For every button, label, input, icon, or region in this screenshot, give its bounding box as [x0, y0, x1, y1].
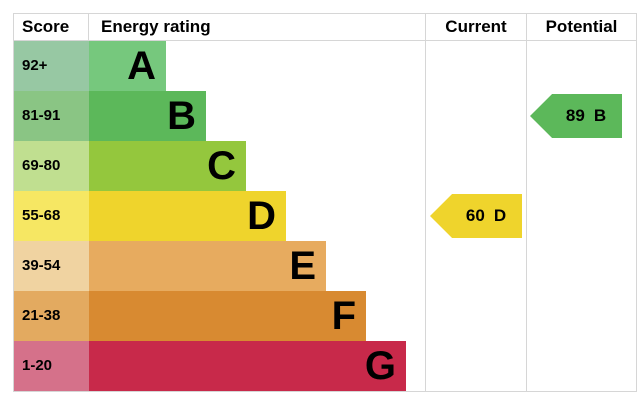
- bar-zone-f: F: [89, 291, 425, 341]
- potential-cell-c: [526, 141, 636, 191]
- band-row-a: 92+ A: [14, 41, 636, 91]
- potential-cell-d: [526, 191, 636, 241]
- current-cell-d: 60 D: [425, 191, 526, 241]
- band-row-e: 39-54 E: [14, 241, 636, 291]
- bar-zone-e: E: [89, 241, 425, 291]
- score-range-c: 69-80: [14, 141, 89, 191]
- header-potential: Potential: [526, 14, 636, 40]
- band-row-g: 1-20 G: [14, 341, 636, 391]
- score-range-g: 1-20: [14, 341, 89, 391]
- potential-rating-arrow: 89 B: [530, 94, 622, 138]
- bar-zone-a: A: [89, 41, 425, 91]
- potential-cell-f: [526, 291, 636, 341]
- header-score: Score: [14, 14, 89, 40]
- potential-cell-b: 89 B: [526, 91, 636, 141]
- band-bar-e: E: [89, 241, 326, 291]
- potential-cell-e: [526, 241, 636, 291]
- band-bar-c: C: [89, 141, 246, 191]
- band-bar-d: D: [89, 191, 286, 241]
- current-score-value: 60: [465, 206, 485, 225]
- score-range-f: 21-38: [14, 291, 89, 341]
- header-current: Current: [425, 14, 526, 40]
- current-cell-g: [425, 341, 526, 391]
- current-cell-b: [425, 91, 526, 141]
- epc-energy-rating-chart: Score Energy rating Current Potential 92…: [13, 13, 637, 392]
- chart-header-row: Score Energy rating Current Potential: [14, 14, 636, 41]
- band-bar-b: B: [89, 91, 206, 141]
- score-range-d: 55-68: [14, 191, 89, 241]
- potential-score-value: 89: [565, 106, 585, 125]
- band-bar-f: F: [89, 291, 366, 341]
- current-cell-f: [425, 291, 526, 341]
- current-cell-a: [425, 41, 526, 91]
- bar-zone-c: C: [89, 141, 425, 191]
- score-range-b: 81-91: [14, 91, 89, 141]
- potential-cell-a: [526, 41, 636, 91]
- band-row-d: 55-68 D 60 D: [14, 191, 636, 241]
- current-cell-c: [425, 141, 526, 191]
- band-bar-a: A: [89, 41, 166, 91]
- band-bar-g: G: [89, 341, 406, 391]
- current-rating-arrow: 60 D: [430, 194, 522, 238]
- band-row-f: 21-38 F: [14, 291, 636, 341]
- current-band-letter: D: [493, 206, 507, 225]
- bar-zone-g: G: [89, 341, 425, 391]
- band-row-b: 81-91 B 89 B: [14, 91, 636, 141]
- current-cell-e: [425, 241, 526, 291]
- score-range-e: 39-54: [14, 241, 89, 291]
- header-energy-rating: Energy rating: [101, 17, 211, 36]
- bar-zone-b: B: [89, 91, 425, 141]
- bar-zone-d: D: [89, 191, 425, 241]
- band-row-c: 69-80 C: [14, 141, 636, 191]
- score-range-a: 92+: [14, 41, 89, 91]
- potential-cell-g: [526, 341, 636, 391]
- potential-band-letter: B: [593, 106, 607, 125]
